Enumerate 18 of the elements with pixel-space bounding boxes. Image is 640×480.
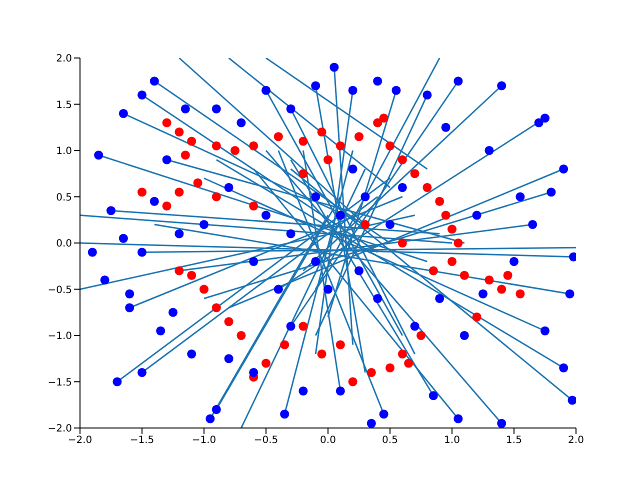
y-tick-label: 2.0	[56, 54, 72, 65]
y-tick-label: 0.0	[56, 238, 72, 250]
y-tick-label: −2.0	[48, 424, 72, 435]
x-tick-label: −2.0	[68, 435, 92, 446]
x-tick-label: 2.0	[568, 435, 584, 446]
y-tick-label: −1.5	[48, 377, 72, 388]
x-tick-label: 1.5	[506, 435, 522, 446]
y-tick-label: 1.0	[56, 146, 72, 158]
x-tick-label: −1.5	[130, 435, 154, 446]
x-tick-label: 1.0	[444, 435, 460, 446]
x-tick-label: −1.0	[192, 435, 216, 446]
y-tick-label: 1.5	[56, 100, 72, 111]
y-tick-label: −0.5	[48, 284, 72, 296]
y-tick-label: −1.0	[48, 331, 72, 342]
x-tick-label: 0.5	[382, 435, 398, 446]
y-tick-label: 0.5	[56, 192, 72, 204]
x-tick-label: −0.5	[254, 435, 278, 446]
x-tick-label: 0.0	[320, 435, 336, 446]
